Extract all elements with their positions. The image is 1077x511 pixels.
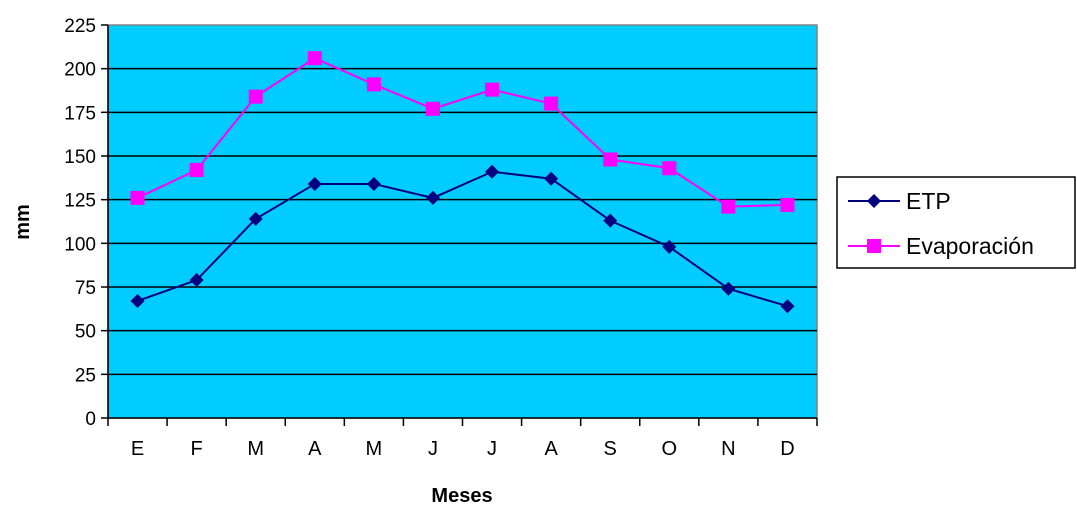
y-tick-label: 200 — [64, 60, 96, 81]
data-point-etp — [189, 273, 204, 288]
x-tick-label: A — [308, 438, 322, 460]
data-point-etp — [662, 239, 677, 254]
x-tick-label: S — [604, 438, 617, 460]
y-tick-label: 150 — [64, 147, 96, 168]
data-point-etp — [248, 211, 263, 226]
x-tick-label: O — [662, 438, 678, 460]
x-tick-label: J — [428, 438, 438, 460]
data-point-evaporaci-n — [662, 161, 677, 176]
legend: ETP Evaporación — [836, 176, 1076, 269]
y-tick-label: 50 — [75, 322, 96, 343]
x-tick-label: N — [721, 438, 735, 460]
legend-marker-etp — [867, 194, 881, 208]
y-tick-label: 225 — [64, 16, 96, 37]
data-point-evaporaci-n — [721, 199, 736, 214]
data-point-evaporaci-n — [485, 82, 500, 97]
y-tick-label: 25 — [75, 365, 96, 386]
data-point-evaporaci-n — [248, 89, 263, 104]
data-point-evaporaci-n — [189, 162, 204, 177]
data-point-etp — [544, 171, 559, 186]
data-point-evaporaci-n — [366, 77, 381, 92]
data-point-evaporaci-n — [544, 96, 559, 111]
data-point-etp — [485, 164, 500, 179]
y-tick-label: 0 — [85, 409, 96, 430]
data-point-evaporaci-n — [307, 51, 322, 66]
x-tick-label: J — [487, 438, 497, 460]
data-point-etp — [130, 293, 145, 308]
series-line-etp — [137, 170, 788, 308]
axes: 0 25 50 75 100 125 150 175 200 225 E F M A M J J A S O N D — [64, 16, 818, 460]
series-line-evaporaci-n — [137, 57, 788, 208]
legend-label-evaporaci-n: Evaporación — [906, 233, 1034, 259]
data-point-etp — [780, 299, 795, 314]
y-tick-label: 75 — [75, 278, 96, 299]
y-tick-label: 175 — [64, 103, 96, 124]
data-point-etp — [425, 190, 440, 205]
data-point-evaporaci-n — [130, 190, 145, 205]
x-tick-label: M — [247, 438, 264, 460]
data-point-evaporaci-n — [425, 101, 440, 116]
series-layer — [130, 51, 795, 314]
data-point-etp — [721, 281, 736, 296]
x-tick-label: E — [131, 438, 144, 460]
x-tick-label: A — [544, 438, 558, 460]
data-point-etp — [307, 176, 322, 191]
y-axis-title: mm — [12, 204, 34, 240]
data-point-evaporaci-n — [780, 197, 795, 212]
grid-lines — [108, 67, 817, 376]
y-tick-label: 100 — [64, 234, 96, 255]
data-point-etp — [603, 213, 618, 228]
legend-marker-evaporaci-n — [867, 239, 881, 253]
x-axis-title: Meses — [431, 485, 492, 506]
data-point-etp — [366, 176, 381, 191]
y-tick-label: 125 — [64, 191, 96, 212]
plot-area — [107, 24, 818, 419]
x-tick-label: F — [191, 438, 203, 460]
x-tick-label: M — [366, 438, 383, 460]
legend-label-etp: ETP — [906, 188, 951, 214]
x-tick-label: D — [780, 438, 794, 460]
data-point-evaporaci-n — [603, 152, 618, 167]
